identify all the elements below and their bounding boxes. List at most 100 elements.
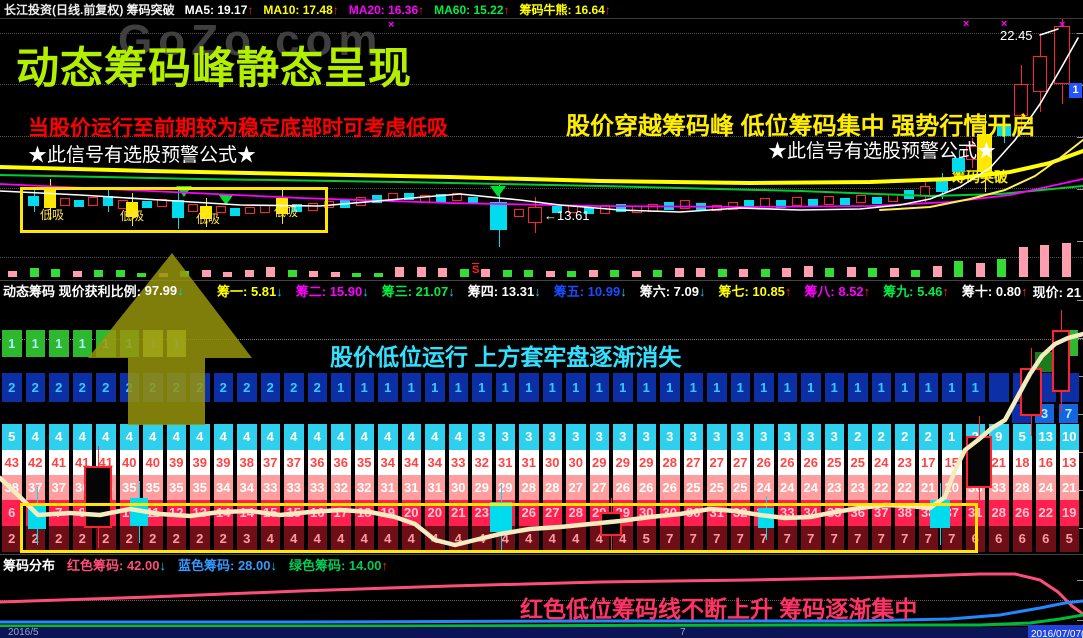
chip-cell: 43 xyxy=(2,450,22,475)
chip-tier-item: 筹八: 8.52↑ xyxy=(804,283,871,299)
chip-cell: 4 xyxy=(143,424,163,450)
chip-cell: 26 xyxy=(660,475,680,500)
ma-item: 筹码牛熊: 16.64↑ xyxy=(519,2,611,17)
chip-cell: 34 xyxy=(213,475,233,500)
chip-tier-item: 筹六: 7.09↓ xyxy=(639,283,706,299)
annotation-low-price: 股价低位运行 上方套牢盘逐渐消失 xyxy=(330,344,682,370)
axis-tick xyxy=(1077,580,1083,581)
chip-cell: 3 xyxy=(589,424,609,450)
chip-cell: 3 xyxy=(519,424,539,450)
candle xyxy=(404,193,414,200)
volume-bar xyxy=(846,267,856,277)
volume-bar xyxy=(567,271,576,277)
chip-cell: 1 xyxy=(49,330,69,357)
axis-tick xyxy=(1077,137,1083,138)
annotation-alert-formula-right: ★此信号有选股预警公式★ xyxy=(768,141,997,162)
chip-cell: 35 xyxy=(166,475,186,500)
chip-cell: 25 xyxy=(848,450,868,475)
chip-cell: 4 xyxy=(260,424,280,450)
candle xyxy=(1054,26,1070,84)
gridline-dotted xyxy=(0,33,1083,34)
candle xyxy=(966,436,992,488)
chip-cell: 1 xyxy=(683,373,703,402)
chip-cell: 29 xyxy=(589,450,609,475)
candle xyxy=(872,197,882,204)
volume-bar xyxy=(8,271,17,277)
chip-cell: 32 xyxy=(331,475,351,500)
chip-cell: 1 xyxy=(613,373,633,402)
chip-cell: 2 xyxy=(25,373,45,402)
ma-item: MA20: 16.36↑ xyxy=(348,2,425,17)
chip-cell: 35 xyxy=(143,475,163,500)
chip-tier-item: 筹三: 21.07↓ xyxy=(381,283,455,299)
chip-cell: 23 xyxy=(824,475,844,500)
chip-cell: 1 xyxy=(824,373,844,402)
chip-cell: 27 xyxy=(589,475,609,500)
axis-tick xyxy=(1077,33,1083,34)
chip-tier-item: 筹一: 5.81↓ xyxy=(217,283,283,299)
chip-cell: 16 xyxy=(1036,450,1056,475)
chip-cell: 36 xyxy=(331,450,351,475)
ma-indicator-row: MA5: 19.17↑ MA10: 17.48↑ MA20: 16.36↑ MA60:… xyxy=(175,1,611,18)
status-date-current[interactable]: 2016/07/07(四) xyxy=(1028,625,1083,638)
chip-cell: 25 xyxy=(683,475,703,500)
volume-bar xyxy=(330,272,340,277)
candle xyxy=(514,209,524,217)
chip-cell: 2 xyxy=(96,373,116,402)
annotation-alert-formula-left: ★此信号有选股预警公式★ xyxy=(28,145,257,166)
chip-cell: 38 xyxy=(2,475,22,500)
axis-tick xyxy=(1077,300,1083,301)
candle xyxy=(712,205,722,211)
chip-cell: 27 xyxy=(730,450,750,475)
chip-cell: 1 xyxy=(448,373,468,402)
chip-cell: 1 xyxy=(472,373,492,402)
chip-cell: 4 xyxy=(166,424,186,450)
chip-cell: 5 xyxy=(2,424,22,450)
chip-cell: 2 xyxy=(284,373,304,402)
chip-cell: 40 xyxy=(119,450,139,475)
panel3-header: 筹码分布 红色筹码: 42.00↓ 蓝色筹码: 28.00↓ 绿色筹码: 14.00… xyxy=(3,556,400,573)
chip-cell: 1 xyxy=(636,373,656,402)
chip-cell: 1 xyxy=(660,373,680,402)
chip-cell: 31 xyxy=(425,475,445,500)
ma-item: MA5: 19.17↑ xyxy=(184,2,254,17)
chip-cell: 25 xyxy=(707,475,727,500)
annotation-buy-low: 当股价运行至前期较为稳定底部时可考虑低吸 xyxy=(28,117,448,140)
top-bar: 长江投资(日线.前复权) 筹码突破 MA5: 19.17↑ MA10: 17.48… xyxy=(0,0,1083,19)
volume-bar xyxy=(868,268,877,277)
chip-cell: 3 xyxy=(472,424,492,450)
candle xyxy=(340,199,350,208)
chip-cell: 1 xyxy=(942,424,962,450)
volume-bar xyxy=(481,269,490,277)
volume-bar xyxy=(309,271,318,277)
chip-cell xyxy=(989,373,1009,402)
chip-cell: 3 xyxy=(777,424,797,450)
chip-cell: 22 xyxy=(1036,500,1056,526)
candle xyxy=(600,205,610,214)
volume-bar xyxy=(244,270,254,277)
chip-cell: 30 xyxy=(542,450,562,475)
candle xyxy=(904,190,914,199)
chip-cell: 29 xyxy=(613,450,633,475)
volume-bar xyxy=(631,271,641,277)
chip-cell: 4 xyxy=(448,424,468,450)
chip-cell: 28 xyxy=(519,475,539,500)
chip-cell: 4 xyxy=(237,424,257,450)
price-label-low: ←13.61 xyxy=(544,208,590,223)
volume-bar xyxy=(717,269,727,277)
chip-cell: 1 xyxy=(777,373,797,402)
chip-cell: 1 xyxy=(895,373,915,402)
chip-cell: 15 xyxy=(942,450,962,475)
chip-cell: 13 xyxy=(1036,424,1056,450)
instrument-title: 长江投资(日线.前复权) 筹码突破 xyxy=(4,2,175,17)
chip-cell: 4 xyxy=(425,424,445,450)
current-price-tag: 现价: 21 xyxy=(1032,285,1081,300)
chip-cell: 17 xyxy=(918,450,938,475)
chip-cell: 3 xyxy=(801,424,821,450)
volume-bar xyxy=(760,269,770,277)
chip-cell: 3 xyxy=(613,424,633,450)
axis-tick xyxy=(1077,600,1083,601)
chip-tier-item: 筹十: 0.80↑ xyxy=(961,283,1028,299)
chip-cell: 33 xyxy=(307,475,327,500)
axis-tick xyxy=(1077,620,1083,621)
